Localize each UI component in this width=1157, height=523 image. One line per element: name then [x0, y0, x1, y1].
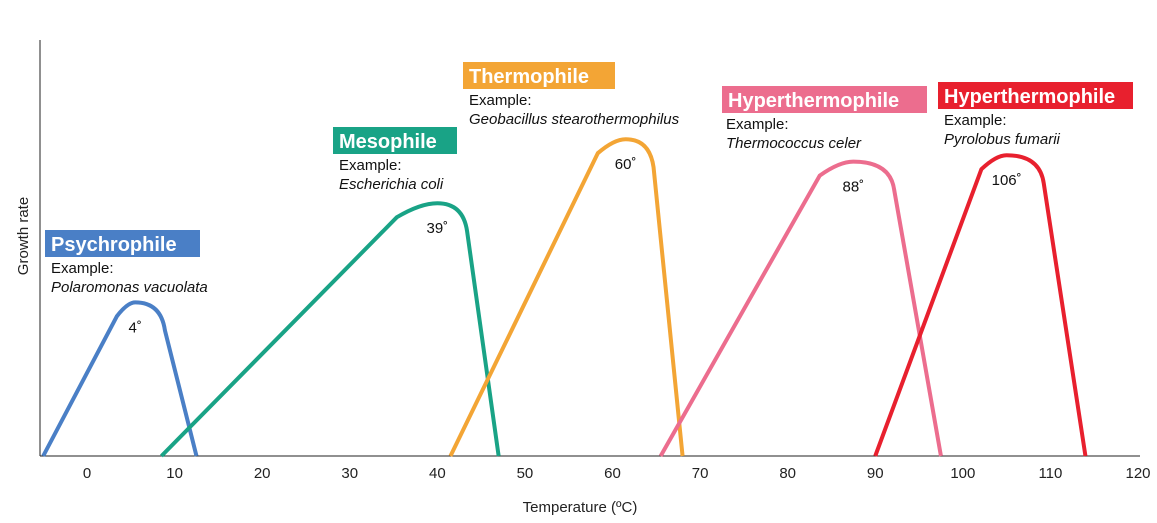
category-badge [722, 86, 927, 113]
axes: 0 10 20 30 40 50 60 70 80 90 100 110 120 [39, 40, 1151, 482]
curve-hyperthermophile-3 [658, 159, 943, 457]
category-name: Mesophile [339, 131, 437, 153]
species-name: Escherichia coli [339, 176, 444, 193]
annotation-3: Hyperthermophile Example: Thermococcus cel… [722, 86, 927, 152]
annotation-1: Mesophile Example: Escherichia coli [333, 127, 457, 193]
curves [41, 137, 1088, 458]
category-name: Psychrophile [51, 234, 177, 256]
example-label: Example: [339, 157, 402, 174]
category-badge [45, 230, 200, 257]
curve-psychrophile-0 [41, 300, 199, 457]
x-tick-label: 10 [166, 465, 183, 482]
peak-temp-label: 39˚ [426, 220, 448, 237]
x-tick-label: 0 [83, 465, 91, 482]
peak-temp-label: 4˚ [128, 319, 141, 336]
x-tick-label: 40 [429, 465, 446, 482]
species-name: Pyrolobus fumarii [944, 131, 1061, 148]
x-tick-label: 100 [950, 465, 975, 482]
example-label: Example: [944, 112, 1007, 129]
category-badge [333, 127, 457, 154]
peak-temp-label: 106˚ [992, 172, 1022, 189]
annotation-4: Hyperthermophile Example: Pyrolobus fumari… [938, 82, 1133, 148]
category-name: Hyperthermophile [728, 90, 899, 112]
annotation-0: Psychrophile Example: Polaromonas vacuolat… [45, 230, 208, 296]
x-tick-label: 30 [341, 465, 358, 482]
peak-temp-label: 60˚ [615, 156, 637, 173]
y-axis-title: Growth rate [15, 197, 32, 275]
category-name: Thermophile [469, 66, 589, 88]
category-name: Hyperthermophile [944, 86, 1115, 108]
x-axis-title: Temperature (ºC) [523, 499, 638, 516]
species-name: Thermococcus celer [726, 135, 862, 152]
x-tick-label: 90 [867, 465, 884, 482]
annotation-2: Thermophile Example: Geobacillus stearothe… [463, 62, 680, 128]
species-name: Polaromonas vacuolata [51, 279, 208, 296]
example-label: Example: [726, 116, 789, 133]
peak-temp-label: 88˚ [843, 179, 865, 196]
x-tick-label: 120 [1125, 465, 1150, 482]
x-tick-label: 50 [517, 465, 534, 482]
curve-hyperthermophile-4 [873, 153, 1088, 457]
x-tick-label: 60 [604, 465, 621, 482]
curve-thermophile-2 [448, 137, 685, 457]
x-tick-label: 70 [692, 465, 709, 482]
curve-mesophile-1 [160, 201, 501, 458]
labels: 4˚ Psychrophile Example: Polaromonas vacuol… [45, 62, 1133, 336]
example-label: Example: [469, 92, 532, 109]
x-tick-label: 80 [779, 465, 796, 482]
example-label: Example: [51, 260, 114, 277]
x-tick-label: 20 [254, 465, 271, 482]
x-tick-label: 110 [1038, 465, 1062, 482]
category-badge [463, 62, 615, 89]
species-name: Geobacillus stearothermophilus [469, 111, 680, 128]
category-badge [938, 82, 1133, 109]
